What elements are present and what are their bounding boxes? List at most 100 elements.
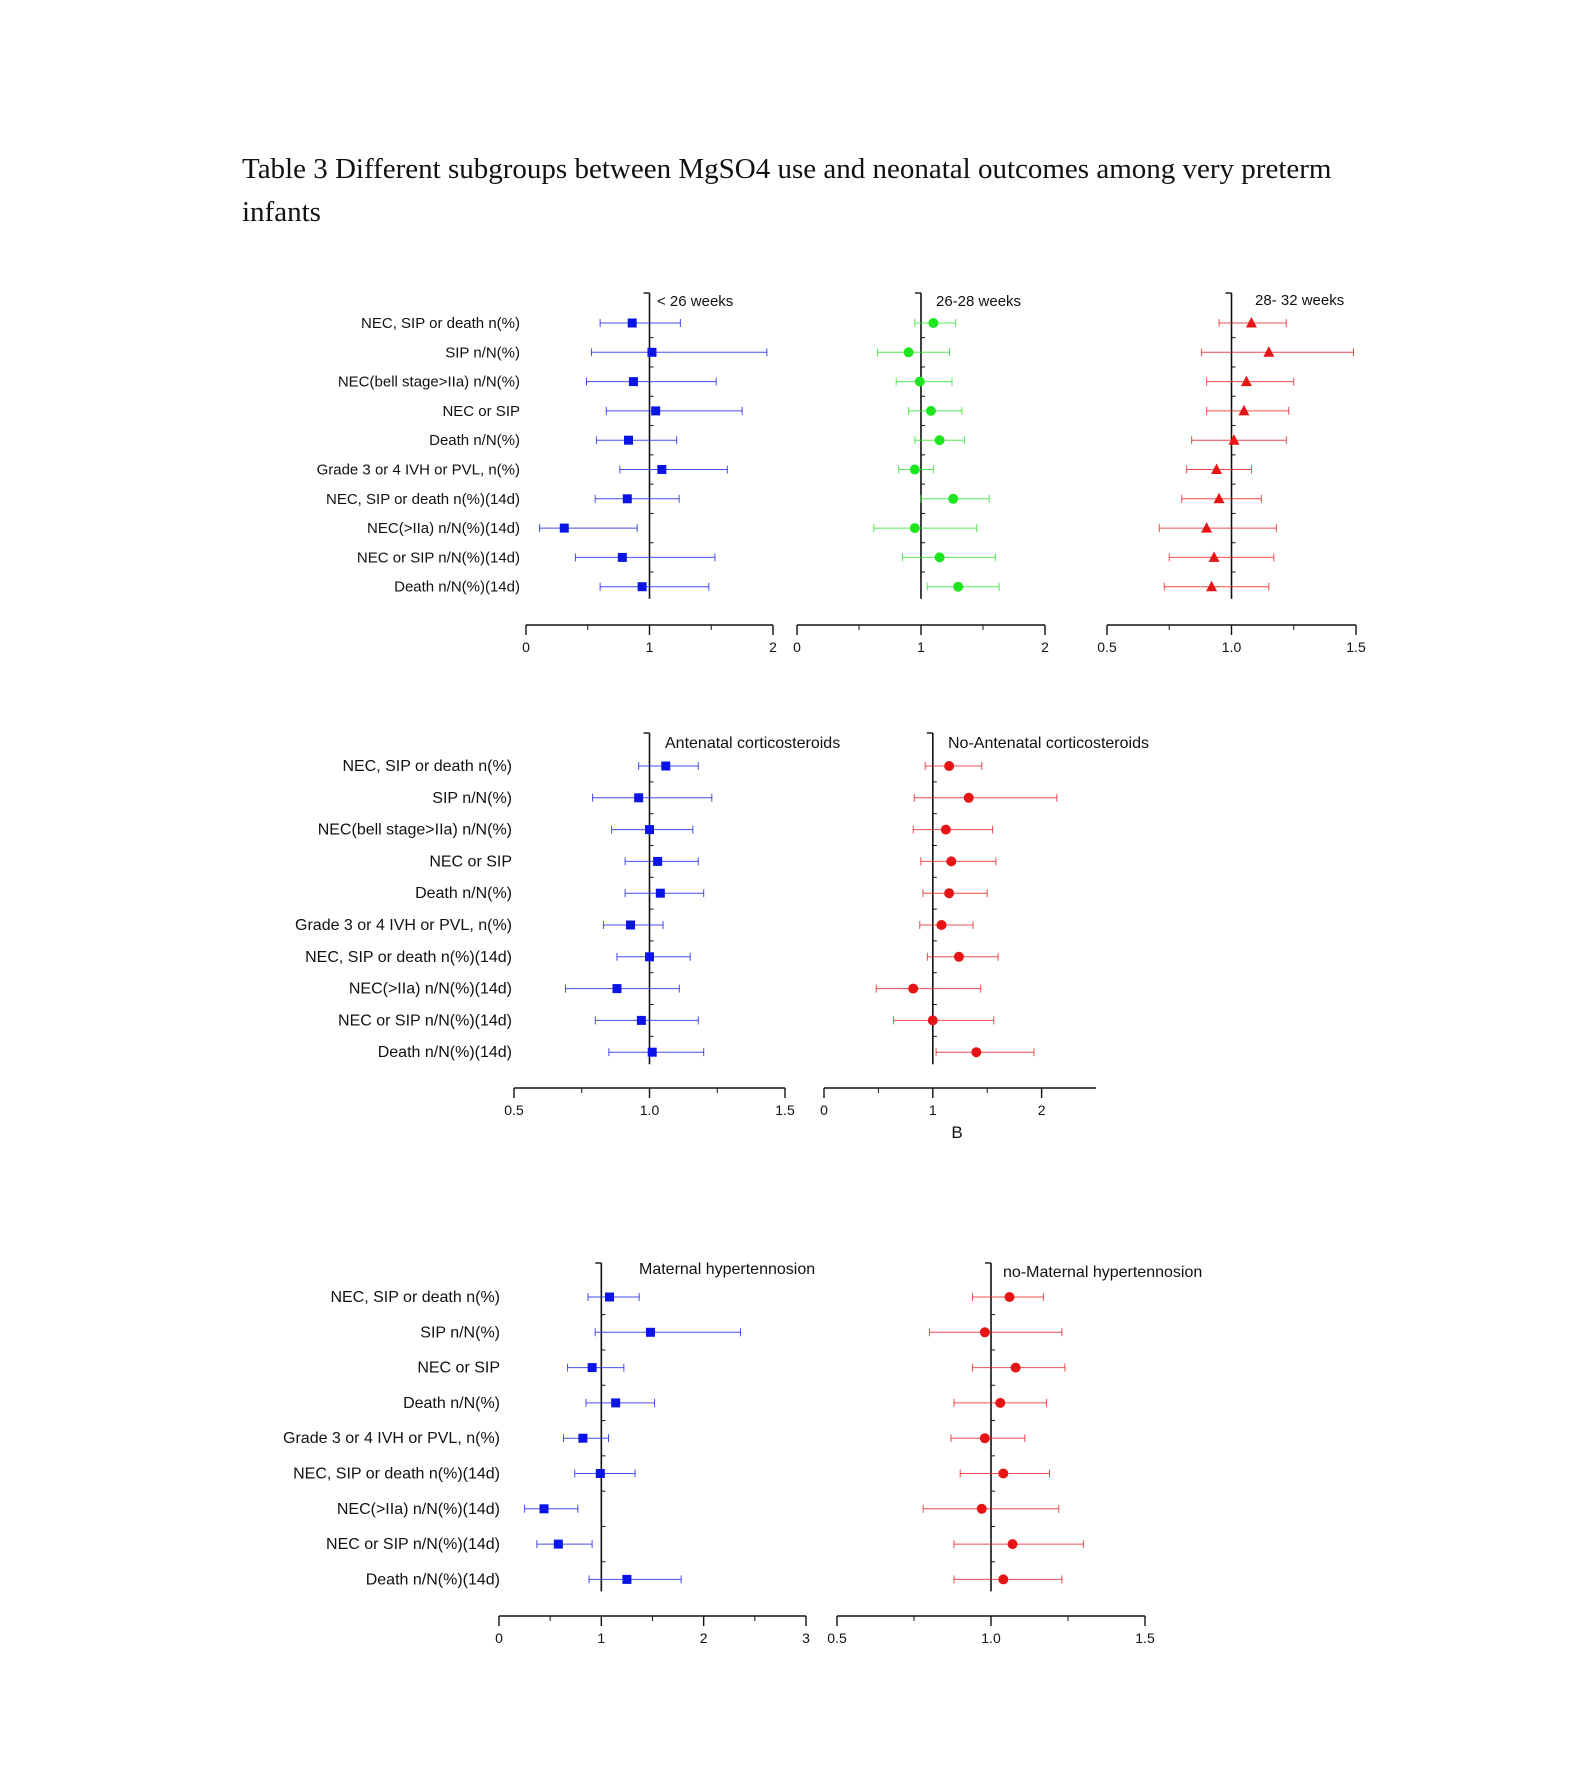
- b2-point-estimate: [946, 856, 957, 867]
- a2-point-estimate: [934, 552, 945, 563]
- b2-point-estimate: [927, 1015, 938, 1026]
- c1-point-estimate: [611, 1398, 621, 1408]
- c1-point-estimate: [539, 1504, 549, 1514]
- a1-point-estimate: [559, 523, 569, 533]
- a2-point-estimate: [914, 376, 925, 387]
- c2-point-estimate: [979, 1433, 990, 1444]
- a1-x-tick-label: 2: [769, 639, 777, 655]
- b2-x-tick-label: 0: [820, 1102, 828, 1118]
- a1-outcome-label: Death n/N(%): [429, 432, 520, 449]
- c1-x-tick-label: 2: [700, 1630, 708, 1646]
- a1-outcome-label: Death n/N(%)(14d): [394, 579, 520, 596]
- b1-outcome-label: Grade 3 or 4 IVH or PVL, n(%): [295, 917, 512, 934]
- c2-point-estimate: [998, 1468, 1009, 1479]
- c1-outcome-label: NEC or SIP: [417, 1360, 500, 1377]
- a3-point-estimate: [1238, 404, 1250, 416]
- c2-point-estimate: [976, 1503, 987, 1514]
- b1-outcome-label: NEC(>IIa) n/N(%)(14d): [349, 981, 512, 998]
- a1-outcome-label: SIP n/N(%): [445, 344, 520, 361]
- b2-point-estimate: [936, 920, 947, 930]
- a2-point-estimate: [953, 581, 964, 592]
- b2-point-estimate: [963, 792, 974, 803]
- a1-outcome-label: NEC(>IIa) n/N(%)(14d): [367, 520, 520, 537]
- c1-outcome-label: Death n/N(%): [403, 1395, 500, 1412]
- c1-point-estimate: [578, 1433, 588, 1443]
- b2-point-estimate: [908, 983, 919, 994]
- a1-point-estimate: [627, 318, 637, 328]
- c1-x-tick-label: 0: [495, 1630, 503, 1646]
- a3-point-estimate: [1211, 463, 1223, 474]
- a3-x-tick-label: 1.0: [1222, 639, 1242, 655]
- table-title: Table 3 Different subgroups between MgSO…: [242, 153, 1332, 228]
- a1-outcome-label: Grade 3 or 4 IVH or PVL, n(%): [317, 462, 520, 479]
- a3-x-tick-label: 0.5: [1097, 639, 1117, 655]
- c1-x-tick-label: 1: [597, 1630, 605, 1646]
- a1-outcome-label: NEC, SIP or death n(%)(14d): [326, 491, 520, 508]
- c1-point-estimate: [595, 1469, 605, 1478]
- a1-outcome-label: NEC, SIP or death n(%): [361, 315, 520, 332]
- c1-outcome-label: NEC, SIP or death n(%): [330, 1289, 500, 1306]
- c1-point-estimate: [553, 1539, 563, 1549]
- c2-point-estimate: [998, 1574, 1009, 1585]
- a1-x-tick-label: 0: [522, 639, 530, 655]
- a2-point-estimate: [934, 435, 945, 446]
- a1-outcome-label: NEC or SIP n/N(%)(14d): [357, 549, 520, 566]
- b1-point-estimate: [634, 793, 644, 803]
- c1-point-estimate: [622, 1574, 632, 1584]
- a3-point-estimate: [1263, 346, 1275, 357]
- b1-outcome-label: NEC, SIP or death n(%): [342, 758, 512, 775]
- b1-outcome-label: NEC(bell stage>IIa) n/N(%): [318, 822, 512, 839]
- b1-x-tick-label: 0.5: [504, 1102, 524, 1118]
- b1-outcome-label: NEC, SIP or death n(%)(14d): [305, 949, 512, 966]
- a3-point-estimate: [1213, 492, 1225, 504]
- b1-point-estimate: [647, 1047, 657, 1057]
- b1-panel-title: Antenatal corticosteroids: [665, 735, 840, 752]
- a1-outcome-label: NEC or SIP: [442, 403, 520, 420]
- a1-outcome-label: NEC(bell stage>IIa) n/N(%): [338, 374, 520, 391]
- c1-panel-title: Maternal hypertennosion: [639, 1261, 815, 1278]
- b2-point-estimate: [944, 761, 955, 771]
- c1-outcome-label: NEC(>IIa) n/N(%)(14d): [337, 1501, 500, 1518]
- a2-x-tick-label: 1: [917, 639, 925, 655]
- a1-point-estimate: [624, 435, 634, 445]
- c2-x-tick-label: 0.5: [827, 1630, 847, 1646]
- b1-point-estimate: [612, 984, 622, 994]
- c2-point-estimate: [1007, 1539, 1018, 1550]
- c2-x-tick-label: 1.5: [1135, 1630, 1155, 1646]
- a2-point-estimate: [925, 405, 936, 416]
- a2-x-tick-label: 0: [793, 639, 801, 655]
- b2-x-tick-label: 1: [929, 1102, 937, 1118]
- b2-point-estimate: [971, 1047, 982, 1058]
- b2-point-estimate: [944, 888, 955, 899]
- b1-x-tick-label: 1.0: [640, 1102, 660, 1118]
- b2-point-estimate: [953, 951, 964, 962]
- c2-x-tick-label: 1.0: [981, 1630, 1001, 1646]
- a2-point-estimate: [948, 493, 959, 504]
- b1-outcome-label: Death n/N(%)(14d): [378, 1044, 512, 1061]
- a3-point-estimate: [1208, 551, 1220, 562]
- a1-point-estimate: [617, 552, 627, 562]
- a1-point-estimate: [647, 347, 657, 357]
- b1-point-estimate: [645, 952, 654, 962]
- c1-outcome-label: NEC or SIP n/N(%)(14d): [326, 1536, 500, 1553]
- a1-x-tick-label: 1: [646, 639, 654, 655]
- a3-point-estimate: [1240, 375, 1252, 387]
- a3-panel-title: 28- 32 weeks: [1255, 292, 1344, 309]
- a2-point-estimate: [903, 347, 914, 358]
- b1-point-estimate: [645, 825, 654, 835]
- a3-x-tick-label: 1.5: [1346, 639, 1366, 655]
- a1-point-estimate: [637, 582, 647, 592]
- a2-point-estimate: [909, 464, 920, 475]
- b1-point-estimate: [636, 1015, 646, 1025]
- c1-outcome-label: SIP n/N(%): [420, 1324, 500, 1341]
- b1-outcome-label: SIP n/N(%): [432, 790, 512, 807]
- a2-point-estimate: [928, 318, 939, 328]
- a2-point-estimate: [909, 523, 920, 534]
- a3-point-estimate: [1206, 580, 1218, 592]
- c1-point-estimate: [645, 1327, 655, 1337]
- c1-outcome-label: Grade 3 or 4 IVH or PVL, n(%): [283, 1430, 500, 1447]
- c2-point-estimate: [995, 1397, 1006, 1408]
- b2-point-estimate: [940, 824, 951, 835]
- a2-x-tick-label: 2: [1041, 639, 1049, 655]
